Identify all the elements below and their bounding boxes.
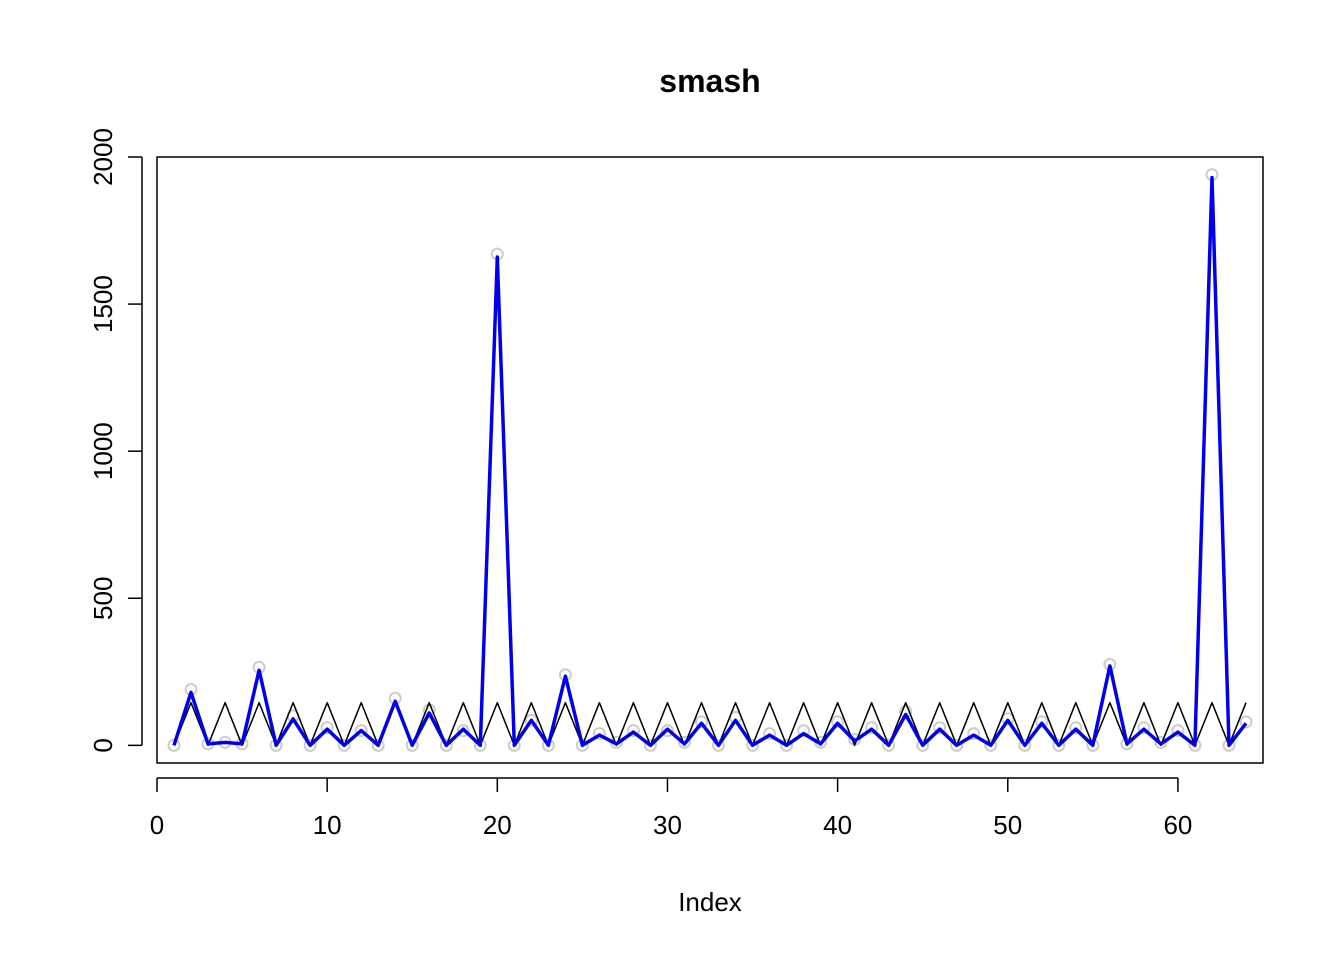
data-point bbox=[371, 738, 385, 752]
data-point bbox=[1154, 735, 1168, 749]
data-point bbox=[984, 738, 998, 752]
data-point bbox=[882, 738, 896, 752]
plot-area bbox=[167, 168, 1253, 752]
data-point bbox=[405, 738, 419, 752]
data-point bbox=[303, 738, 317, 752]
plot-frame bbox=[156, 156, 1264, 764]
data-point bbox=[524, 713, 538, 727]
data-point bbox=[694, 715, 708, 729]
data-point bbox=[660, 724, 674, 738]
data-point bbox=[1239, 715, 1253, 729]
data-point bbox=[626, 724, 640, 738]
chart-title: smash bbox=[659, 63, 760, 99]
data-point bbox=[320, 721, 334, 735]
data-point bbox=[763, 727, 777, 741]
data-point bbox=[865, 721, 879, 735]
series-line-estimate bbox=[172, 175, 1248, 748]
y-tick-label: 0 bbox=[88, 738, 118, 752]
data-point bbox=[354, 724, 368, 738]
x-tick-label: 0 bbox=[150, 810, 164, 840]
data-point bbox=[1171, 724, 1185, 738]
data-point bbox=[1018, 738, 1032, 752]
data-point bbox=[746, 738, 760, 752]
x-tick-label: 30 bbox=[653, 810, 682, 840]
x-axis: 0 10 20 30 40 50 60 bbox=[150, 777, 1192, 840]
data-point bbox=[677, 735, 691, 749]
data-point bbox=[950, 738, 964, 752]
x-tick-label: 20 bbox=[483, 810, 512, 840]
x-tick-label: 10 bbox=[313, 810, 342, 840]
data-point bbox=[780, 738, 794, 752]
data-point bbox=[1069, 721, 1083, 735]
x-axis-label: Index bbox=[678, 887, 742, 917]
data-point bbox=[797, 724, 811, 738]
data-point bbox=[439, 738, 453, 752]
x-tick-label: 60 bbox=[1163, 810, 1192, 840]
data-point bbox=[933, 721, 947, 735]
y-tick-label: 500 bbox=[88, 577, 118, 620]
data-point bbox=[967, 727, 981, 741]
data-point bbox=[456, 724, 470, 738]
data-point bbox=[1001, 712, 1015, 726]
data-point bbox=[916, 738, 930, 752]
y-tick-label: 1500 bbox=[88, 275, 118, 333]
y-tick-label: 1000 bbox=[88, 422, 118, 480]
data-point bbox=[592, 727, 606, 741]
series-line-truth bbox=[173, 701, 1247, 747]
data-point bbox=[1137, 721, 1151, 735]
data-point bbox=[712, 738, 726, 752]
data-point bbox=[831, 715, 845, 729]
x-tick-label: 40 bbox=[823, 810, 852, 840]
data-point bbox=[337, 738, 351, 752]
data-point bbox=[1035, 715, 1049, 729]
x-tick-label: 50 bbox=[993, 810, 1022, 840]
y-tick-label: 2000 bbox=[88, 128, 118, 186]
data-point bbox=[1052, 738, 1066, 752]
y-axis: 0 500 1000 1500 2000 bbox=[88, 128, 143, 753]
data-point bbox=[643, 738, 657, 752]
